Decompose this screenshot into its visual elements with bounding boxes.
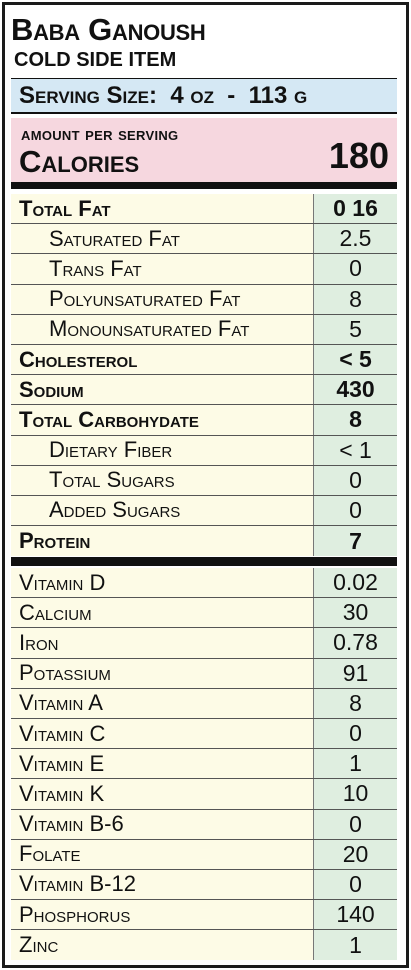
product-subtitle: COLD SIDE ITEM	[14, 49, 177, 71]
nutrient-row: Vitamin A 8	[11, 688, 397, 719]
nutrient-name: Folate	[19, 841, 81, 867]
nutrient-value: 8	[313, 405, 397, 435]
nutrient-value: 2.5	[313, 224, 397, 254]
nutrient-value: 20	[313, 839, 397, 869]
nutrient-row: Vitamin B-12 0	[11, 869, 397, 901]
nutrient-name: Monounsaturated Fat	[49, 316, 250, 342]
nutrient-value: 0.02	[313, 568, 397, 598]
nutrient-name: Calcium	[19, 599, 92, 625]
nutrient-row: Vitamin D 0.02	[11, 568, 397, 599]
nutrient-value: 430	[313, 375, 397, 405]
nutrient-name: Sodium	[19, 376, 84, 402]
nutrient-value: 7	[313, 526, 397, 557]
nutrient-row: Trans Fat 0	[11, 254, 397, 285]
nutrient-name: Trans Fat	[49, 255, 142, 281]
calories-section: amount per serving Calories 180	[11, 118, 397, 182]
nutrient-name: Vitamin B-6	[19, 811, 124, 837]
nutrient-name: Total Sugars	[49, 467, 175, 493]
serving-size: Serving Size: 4 oz - 113 g	[11, 79, 397, 114]
amount-per-serving-label: amount per serving	[21, 124, 179, 144]
nutrient-name: Vitamin D	[19, 569, 106, 595]
thick-divider	[11, 182, 397, 189]
nutrient-name: Dietary Fiber	[49, 437, 173, 463]
nutrient-value: 8	[313, 688, 397, 718]
calories-label: Calories	[19, 144, 140, 179]
nutrient-name: Potassium	[19, 660, 111, 686]
nutrient-name: Vitamin K	[19, 780, 105, 806]
nutrient-row: Total Sugars 0	[11, 465, 397, 496]
nutrient-name: Protein	[19, 528, 91, 554]
nutrient-value: 30	[313, 598, 397, 628]
nutrient-value: 1	[313, 930, 397, 961]
serving-size-text: Serving Size: 4 oz - 113 g	[19, 81, 308, 109]
nutrient-value: 0.78	[313, 628, 397, 658]
nutrient-name: Saturated Fat	[49, 225, 180, 251]
nutrient-row: Total Fat 0 16	[11, 194, 397, 225]
nutrient-row: Polyunsaturated Fat 8	[11, 284, 397, 315]
nutrient-row: Folate 20	[11, 839, 397, 870]
macro-nutrient-list: Total Fat 0 16 Saturated Fat 2.5 Trans Fat 0 P…	[11, 194, 397, 557]
nutrient-row: Protein 7	[11, 526, 397, 557]
nutrient-value: 140	[313, 900, 397, 930]
nutrient-row: Dietary Fiber < 1	[11, 435, 397, 466]
nutrient-value: 5	[313, 314, 397, 344]
nutrient-name: Vitamin E	[19, 750, 105, 776]
calories-value: 180	[328, 135, 389, 176]
nutrient-name: Cholesterol	[19, 346, 138, 372]
nutrient-name: Vitamin C	[19, 720, 106, 746]
product-title: Baba Ganoush	[11, 12, 206, 47]
nutrient-value: 0	[313, 465, 397, 495]
nutrient-row: Phosphorus 140	[11, 900, 397, 931]
nutrient-value: 0	[313, 254, 397, 284]
nutrient-value: 0	[313, 718, 397, 749]
nutrient-value: 0	[313, 809, 397, 839]
nutrient-value: 0 16	[313, 194, 397, 224]
nutrient-row: Vitamin B-6 0	[11, 809, 397, 840]
nutrient-row: Iron 0.78	[11, 628, 397, 659]
nutrient-row: Added Sugars 0	[11, 495, 397, 527]
nutrient-name: Phosphorus	[19, 901, 131, 927]
nutrient-row: Cholesterol < 5	[11, 344, 397, 376]
nutrient-row: Vitamin K 10	[11, 779, 397, 810]
nutrient-name: Vitamin A	[19, 690, 103, 716]
nutrient-row: Zinc 1	[11, 930, 397, 961]
nutrient-name: Polyunsaturated Fat	[49, 286, 241, 312]
nutrient-name: Zinc	[19, 932, 59, 958]
thick-divider	[11, 557, 397, 566]
nutrient-name: Iron	[19, 629, 59, 655]
nutrient-row: Vitamin E 1	[11, 749, 397, 780]
nutrient-value: < 5	[313, 344, 397, 375]
nutrient-row: Calcium 30	[11, 598, 397, 629]
nutrient-name: Total Fat	[19, 195, 111, 221]
nutrient-value: 1	[313, 749, 397, 779]
nutrient-value: < 1	[313, 435, 397, 465]
nutrient-name: Total Carbohydate	[19, 406, 199, 432]
nutrient-value: 10	[313, 779, 397, 809]
nutrient-row: Saturated Fat 2.5	[11, 224, 397, 255]
nutrient-value: 0	[313, 495, 397, 526]
nutrient-row: Total Carbohydate 8	[11, 405, 397, 436]
nutrient-value: 8	[313, 284, 397, 314]
nutrient-name: Vitamin B-12	[19, 871, 136, 897]
nutrient-row: Sodium 430	[11, 375, 397, 406]
nutrient-value: 0	[313, 869, 397, 900]
nutrient-value: 91	[313, 658, 397, 688]
nutrient-row: Monounsaturated Fat 5	[11, 314, 397, 345]
nutrient-row: Vitamin C 0	[11, 718, 397, 750]
nutrient-name: Added Sugars	[49, 497, 181, 523]
micro-nutrient-list: Vitamin D 0.02 Calcium 30 Iron 0.78 Potassium 9…	[11, 568, 397, 961]
nutrient-row: Potassium 91	[11, 658, 397, 689]
